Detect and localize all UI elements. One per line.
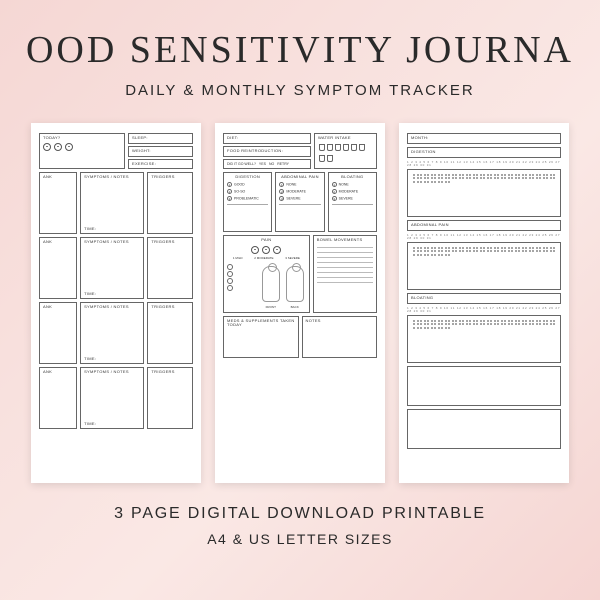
footer-line-2: A4 & US LETTER SIZES: [207, 531, 393, 547]
cup-icon: [327, 155, 333, 162]
digestion-box: DIGESTION1GOOD2SO-SO3PROBLEMATIC: [223, 172, 272, 232]
cup-icon: [319, 144, 325, 151]
meal-block: ANK SYMPTOMS / NOTESTIME: TRIGGERS: [39, 302, 193, 364]
page-3-monthly: MONTH: DIGESTION1 2 3 4 5 6 7 8 9 10 11 …: [399, 123, 569, 483]
monthly-section: DIGESTION1 2 3 4 5 6 7 8 9 10 11 12 13 1…: [407, 147, 561, 217]
monthly-section: ABDOMINAL PAIN1 2 3 4 5 6 7 8 9 10 11 12…: [407, 220, 561, 290]
meds-label: MEDS & SUPPLEMENTS TAKEN TODAY: [227, 319, 295, 329]
moderate-label: MODERATE: [257, 256, 274, 260]
mild-label: MILD: [235, 256, 242, 260]
yes-label: YES: [259, 162, 266, 166]
back-label: BACK: [284, 306, 306, 310]
retry-label: RETRY: [277, 162, 289, 166]
monthly-section: BLOATING1 2 3 4 5 6 7 8 9 10 11 12 13 14…: [407, 293, 561, 363]
pain-title: PAIN: [227, 238, 306, 243]
meal-block: ANK SYMPTOMS / NOTESTIME: TRIGGERS: [39, 367, 193, 429]
did-go-label: DID IT GO WELL?: [227, 162, 256, 166]
meal-block: ANK SYMPTOMS / NOTESTIME: TRIGGERS: [39, 172, 193, 234]
cup-icon: [351, 144, 357, 151]
diet-label: DIET:: [227, 135, 238, 140]
page-2-symptoms: DIET: FOOD REINTRODUCTION: DID IT GO WEL…: [215, 123, 385, 483]
cup-icon: [359, 144, 365, 151]
severe-label: SEVERE: [288, 256, 300, 260]
bloating-box: BLOATING1NONE2MODERATE3SEVERE: [328, 172, 377, 232]
notes-label: NOTES: [306, 319, 374, 324]
page-1-daily: TODAY? SLEEP: WEIGHT: EXERCISE: ANK SYMP…: [31, 123, 201, 483]
front-label: FRONT: [260, 306, 282, 310]
month-label: MONTH:: [411, 135, 429, 140]
water-label: WATER INTAKE: [318, 136, 373, 141]
footer-line-1: 3 PAGE DIGITAL DOWNLOAD PRINTABLE: [114, 505, 486, 523]
weight-label: WEIGHT:: [132, 148, 151, 153]
food-reintro-label: FOOD REINTRODUCTION:: [227, 148, 283, 153]
cup-icon: [327, 144, 333, 151]
exercise-label: EXERCISE:: [132, 161, 156, 166]
sleep-label: SLEEP:: [132, 135, 148, 140]
pages-row: TODAY? SLEEP: WEIGHT: EXERCISE: ANK SYMP…: [0, 123, 600, 483]
abdominal-box: ABDOMINAL PAIN1NONE2MODERATE3SEVERE: [275, 172, 324, 232]
cup-icon: [343, 144, 349, 151]
today-label: TODAY?: [43, 136, 121, 141]
subtitle: DAILY & MONTHLY SYMPTOM TRACKER: [125, 82, 475, 99]
cup-icon: [319, 155, 325, 162]
cup-icon: [335, 144, 341, 151]
no-label: NO: [269, 162, 274, 166]
meal-block: ANK SYMPTOMS / NOTESTIME: TRIGGERS: [39, 237, 193, 299]
main-title: OOD SENSITIVITY JOURNA: [26, 28, 574, 72]
